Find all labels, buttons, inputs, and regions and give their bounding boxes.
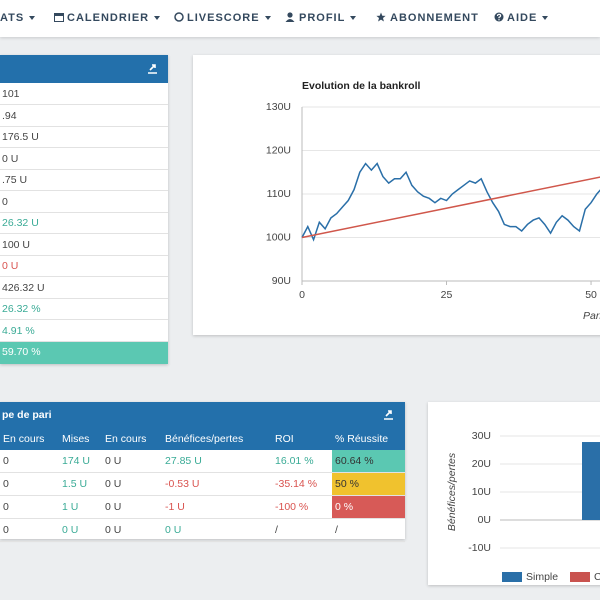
- nav-item[interactable]: ABONNEMENT: [390, 12, 479, 24]
- summary-row: 100 U: [0, 235, 168, 256]
- cell: -1 U: [162, 495, 272, 519]
- nav-label: LIVESCORE: [187, 12, 260, 24]
- summary-row: 0 U: [0, 149, 168, 170]
- summary-row: 4.91 %: [0, 321, 168, 342]
- cell: 0 U: [59, 518, 102, 542]
- line-series: [301, 162, 600, 242]
- export-icon[interactable]: [147, 63, 158, 74]
- cell: 0 U: [102, 495, 162, 519]
- cell: 0: [0, 518, 59, 542]
- legend-label: Simple: [526, 571, 558, 583]
- x-tick-label: 50: [585, 289, 597, 301]
- legend-label: C: [594, 571, 600, 583]
- cell: 27.85 U: [162, 450, 272, 473]
- x-axis-label: Pari: [583, 310, 600, 322]
- summary-row: 26.32 %: [0, 299, 168, 320]
- nav-item[interactable]: ATS: [0, 12, 36, 24]
- cell: -35.14 %: [272, 472, 332, 496]
- export-icon[interactable]: [383, 409, 394, 420]
- cell: 0 U: [102, 450, 162, 473]
- cell: 0 U: [162, 518, 272, 542]
- circle-icon: [174, 12, 184, 22]
- nav-item[interactable]: AIDE: [507, 12, 549, 24]
- legend-swatch: [570, 572, 590, 582]
- cell: 0: [0, 450, 59, 473]
- y-axis-label: Bénéfices/pertes: [446, 452, 458, 531]
- y-tick-label: 90U: [272, 275, 291, 287]
- y-tick-label: 100U: [266, 231, 291, 243]
- chart-title: Evolution de la bankroll: [302, 80, 421, 92]
- y-tick-label: 20U: [472, 458, 491, 470]
- column-header: En cours: [0, 428, 59, 450]
- bar-panel: [428, 402, 600, 585]
- user-icon: [285, 12, 295, 22]
- summary-row: 426.32 U: [0, 278, 168, 299]
- cell: 0: [0, 472, 59, 496]
- summary-row: 176.5 U: [0, 127, 168, 148]
- bar: [582, 442, 600, 520]
- summary-row: 59.70 %: [0, 342, 168, 364]
- nav-label: AIDE: [507, 12, 538, 24]
- panel-title: pe de pari: [2, 409, 52, 421]
- summary-row: .94: [0, 106, 168, 127]
- nav-item[interactable]: PROFIL: [299, 12, 357, 24]
- bar-plot: Simple C: [500, 435, 600, 583]
- cell: 1 U: [59, 495, 102, 519]
- x-tick-label: 0: [299, 289, 305, 301]
- column-header: % Réussite: [332, 428, 405, 450]
- nav-item[interactable]: CALENDRIER: [67, 12, 161, 24]
- bets-panel: pe de pari En cours Mises En cours Bénéf…: [0, 402, 405, 542]
- bets-table: En cours Mises En cours Bénéfices/pertes…: [0, 428, 405, 542]
- cell: 0 U: [102, 472, 162, 496]
- y-tick-label: -10U: [468, 542, 491, 554]
- summary-row: 26.32 U: [0, 213, 168, 234]
- legend-swatch: [502, 572, 522, 582]
- bankroll-panel: [193, 55, 600, 335]
- nav-label: ABONNEMENT: [390, 12, 479, 24]
- cell: /: [272, 518, 332, 542]
- nav-label: PROFIL: [299, 12, 346, 24]
- cell: 174 U: [59, 450, 102, 473]
- cell: 16.01 %: [272, 450, 332, 473]
- column-header: En cours: [102, 428, 162, 450]
- nav-label: ATS: [0, 12, 25, 24]
- cell: 60.64 %: [332, 450, 405, 473]
- cell: /: [332, 518, 405, 542]
- nav-item[interactable]: LIVESCORE: [187, 12, 271, 24]
- line-series: [301, 176, 600, 239]
- summary-row: 0 U: [0, 256, 168, 277]
- cell: 0 %: [332, 495, 405, 519]
- y-tick-label: 30U: [472, 430, 491, 442]
- star-icon: [376, 12, 386, 22]
- nav-label: CALENDRIER: [67, 12, 150, 24]
- cell: -0.53 U: [162, 472, 272, 496]
- panel-header: [0, 55, 168, 83]
- cell: 1.5 U: [59, 472, 102, 496]
- summary-row: .75 U: [0, 170, 168, 191]
- y-tick-label: 120U: [266, 144, 291, 156]
- nav-bar: ATS CALENDRIER LIVESCORE PROFIL ABONNEME…: [0, 0, 600, 37]
- cell: 0 U: [102, 518, 162, 542]
- cell: -100 %: [272, 495, 332, 519]
- summary-row: 0: [0, 192, 168, 213]
- y-tick-label: 130U: [266, 101, 291, 113]
- y-tick-label: 10U: [472, 486, 491, 498]
- summary-row: 101: [0, 84, 168, 105]
- calendar-icon: [54, 13, 64, 22]
- cell: 0: [0, 495, 59, 519]
- y-tick-label: 0U: [478, 514, 491, 526]
- help-icon: [494, 12, 504, 22]
- x-tick-label: 25: [441, 289, 453, 301]
- column-header: Bénéfices/pertes: [162, 428, 272, 450]
- y-tick-label: 110U: [267, 188, 291, 200]
- panel-header: pe de pari: [0, 402, 405, 428]
- cell: 50 %: [332, 472, 405, 496]
- summary-panel: 101 .94 176.5 U 0 U .75 U 0 26.32 U 100 …: [0, 55, 168, 364]
- column-header: Mises: [59, 428, 102, 450]
- column-header: ROI: [272, 428, 332, 450]
